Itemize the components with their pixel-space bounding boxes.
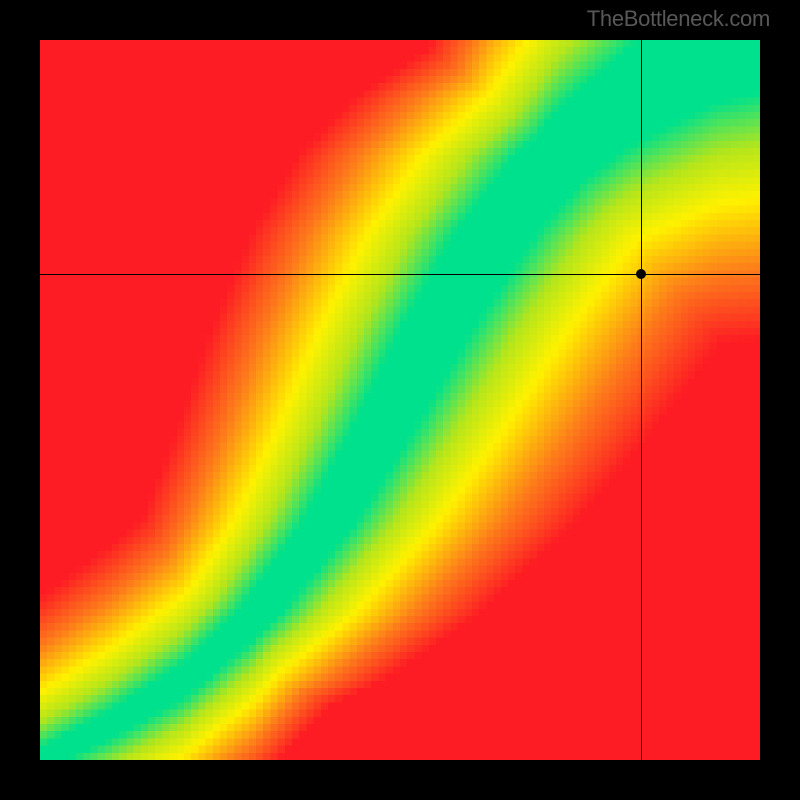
bottleneck-heatmap bbox=[40, 40, 760, 760]
crosshair-vertical-line bbox=[641, 40, 642, 760]
watermark-text: TheBottleneck.com bbox=[587, 6, 770, 32]
crosshair-horizontal-line bbox=[40, 274, 760, 275]
